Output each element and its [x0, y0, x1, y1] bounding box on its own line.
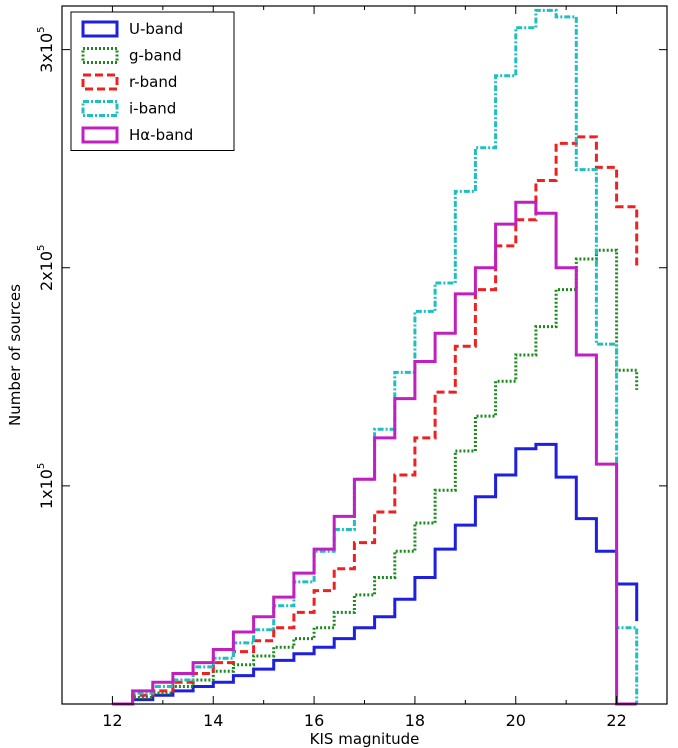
x-tick-label: 20 [506, 711, 526, 730]
y-tick-label: 1x105 [36, 463, 56, 509]
series-line-r-band [112, 135, 639, 706]
axes-layer: 12 14 16 18 20 22 1x105 2x105 3x105 [36, 5, 668, 730]
legend-swatch [81, 20, 119, 38]
legend-swatch [81, 126, 119, 144]
legend-swatch [81, 100, 119, 117]
y-axis-label: Number of sources [6, 284, 24, 426]
x-tick-label: 16 [304, 711, 324, 730]
legend: U-band g-band r-band i-band Hα-band [70, 11, 235, 151]
y-tick-label: 3x105 [36, 26, 56, 72]
series-line-g-band [112, 248, 639, 706]
legend-label: U-band [129, 20, 183, 38]
y-tick-label: 2x105 [36, 245, 56, 291]
series-line-i-band [112, 8, 639, 706]
legend-label: g-band [129, 47, 182, 65]
legend-label: Hα-band [129, 126, 193, 144]
series-line-u-band [112, 442, 639, 706]
x-tick-label: 22 [606, 711, 626, 730]
x-tick-label: 14 [203, 711, 223, 730]
x-axis-label: KIS magnitude [310, 730, 420, 748]
legend-label: i-band [129, 100, 176, 118]
legend-label: r-band [129, 73, 177, 91]
series-layer [112, 8, 639, 706]
x-tick-label: 18 [405, 711, 425, 730]
series-line-h-band [112, 200, 637, 706]
legend-swatch [81, 47, 119, 64]
legend-swatch [81, 73, 119, 91]
x-tick-label: 12 [102, 711, 122, 730]
